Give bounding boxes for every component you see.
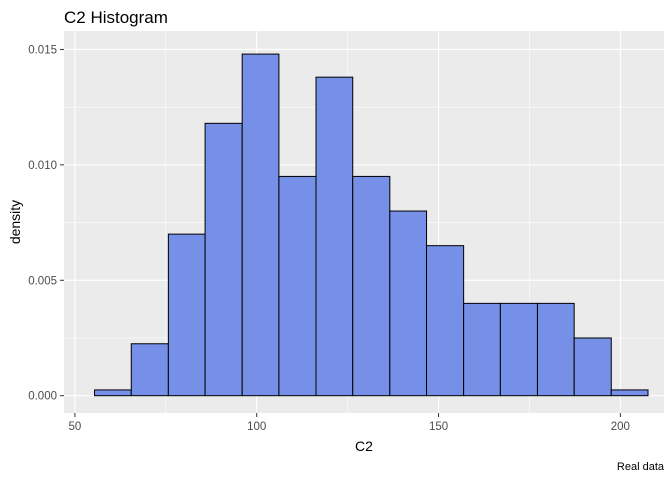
y-axis: 0.000 0.005 0.010 0.015 <box>28 44 64 403</box>
histogram-bar <box>94 389 132 397</box>
histogram-bar <box>278 175 317 397</box>
y-tick-label: 0.010 <box>28 160 57 172</box>
chart-title: C2 Histogram <box>64 8 168 27</box>
x-tick-label: 200 <box>611 421 630 433</box>
histogram-bar <box>352 175 391 397</box>
histogram-bar <box>499 302 538 397</box>
histogram-bar <box>536 302 575 397</box>
histogram-bar <box>167 233 206 397</box>
y-tick-label: 0.015 <box>28 44 57 56</box>
x-tick-label: 50 <box>69 421 82 433</box>
histogram-bar <box>315 76 354 397</box>
histogram-bar <box>130 343 169 397</box>
x-axis: 50 100 150 200 <box>69 413 630 433</box>
histogram-bar <box>426 245 465 397</box>
y-tick-label: 0.000 <box>28 391 57 403</box>
y-tick-label: 0.005 <box>28 275 57 287</box>
histogram-bar <box>389 210 428 397</box>
histogram-bar <box>463 302 501 397</box>
histogram-bar <box>204 122 243 397</box>
chart-caption: Real data <box>617 461 665 473</box>
histogram-bars <box>94 53 649 397</box>
y-axis-title: density <box>7 200 23 244</box>
histogram-bar <box>573 337 612 397</box>
histogram-bar <box>610 389 649 397</box>
x-tick-label: 100 <box>247 421 266 433</box>
histogram-bar <box>241 53 280 397</box>
x-tick-label: 150 <box>429 421 448 433</box>
x-axis-title: C2 <box>355 438 373 454</box>
